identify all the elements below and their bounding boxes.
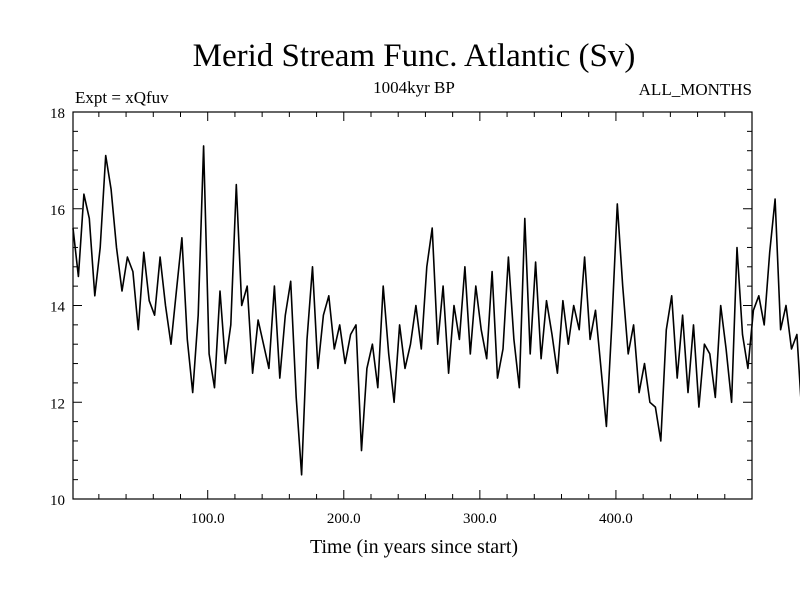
x-tick-label: 200.0 — [327, 511, 361, 527]
plot-frame — [72, 111, 753, 500]
x-axis-label: Time (in years since start) — [310, 536, 518, 558]
x-tick-label: 100.0 — [191, 511, 225, 527]
period-label: 1004kyr BP — [373, 78, 455, 97]
x-tick-labels: 100.0 200.0 300.0 400.0 — [191, 511, 633, 527]
y-tick-label: 12 — [50, 396, 65, 412]
x-tick-label: 300.0 — [463, 511, 497, 527]
y-tick-label: 10 — [50, 493, 65, 509]
y-tick-labels: 10 12 14 16 18 — [50, 106, 66, 509]
y-tick-label: 16 — [50, 203, 66, 219]
experiment-label: Expt = xQfuv — [75, 88, 169, 107]
months-label: ALL_MONTHS — [639, 80, 752, 99]
y-tick-label: 14 — [50, 300, 66, 316]
x-tick-label: 400.0 — [599, 511, 633, 527]
chart-title: Merid Stream Func. Atlantic (Sv) — [193, 38, 636, 74]
axis-ticks — [73, 111, 753, 500]
y-tick-label: 18 — [50, 106, 65, 122]
series-line-atlantic-msf — [72, 145, 800, 476]
